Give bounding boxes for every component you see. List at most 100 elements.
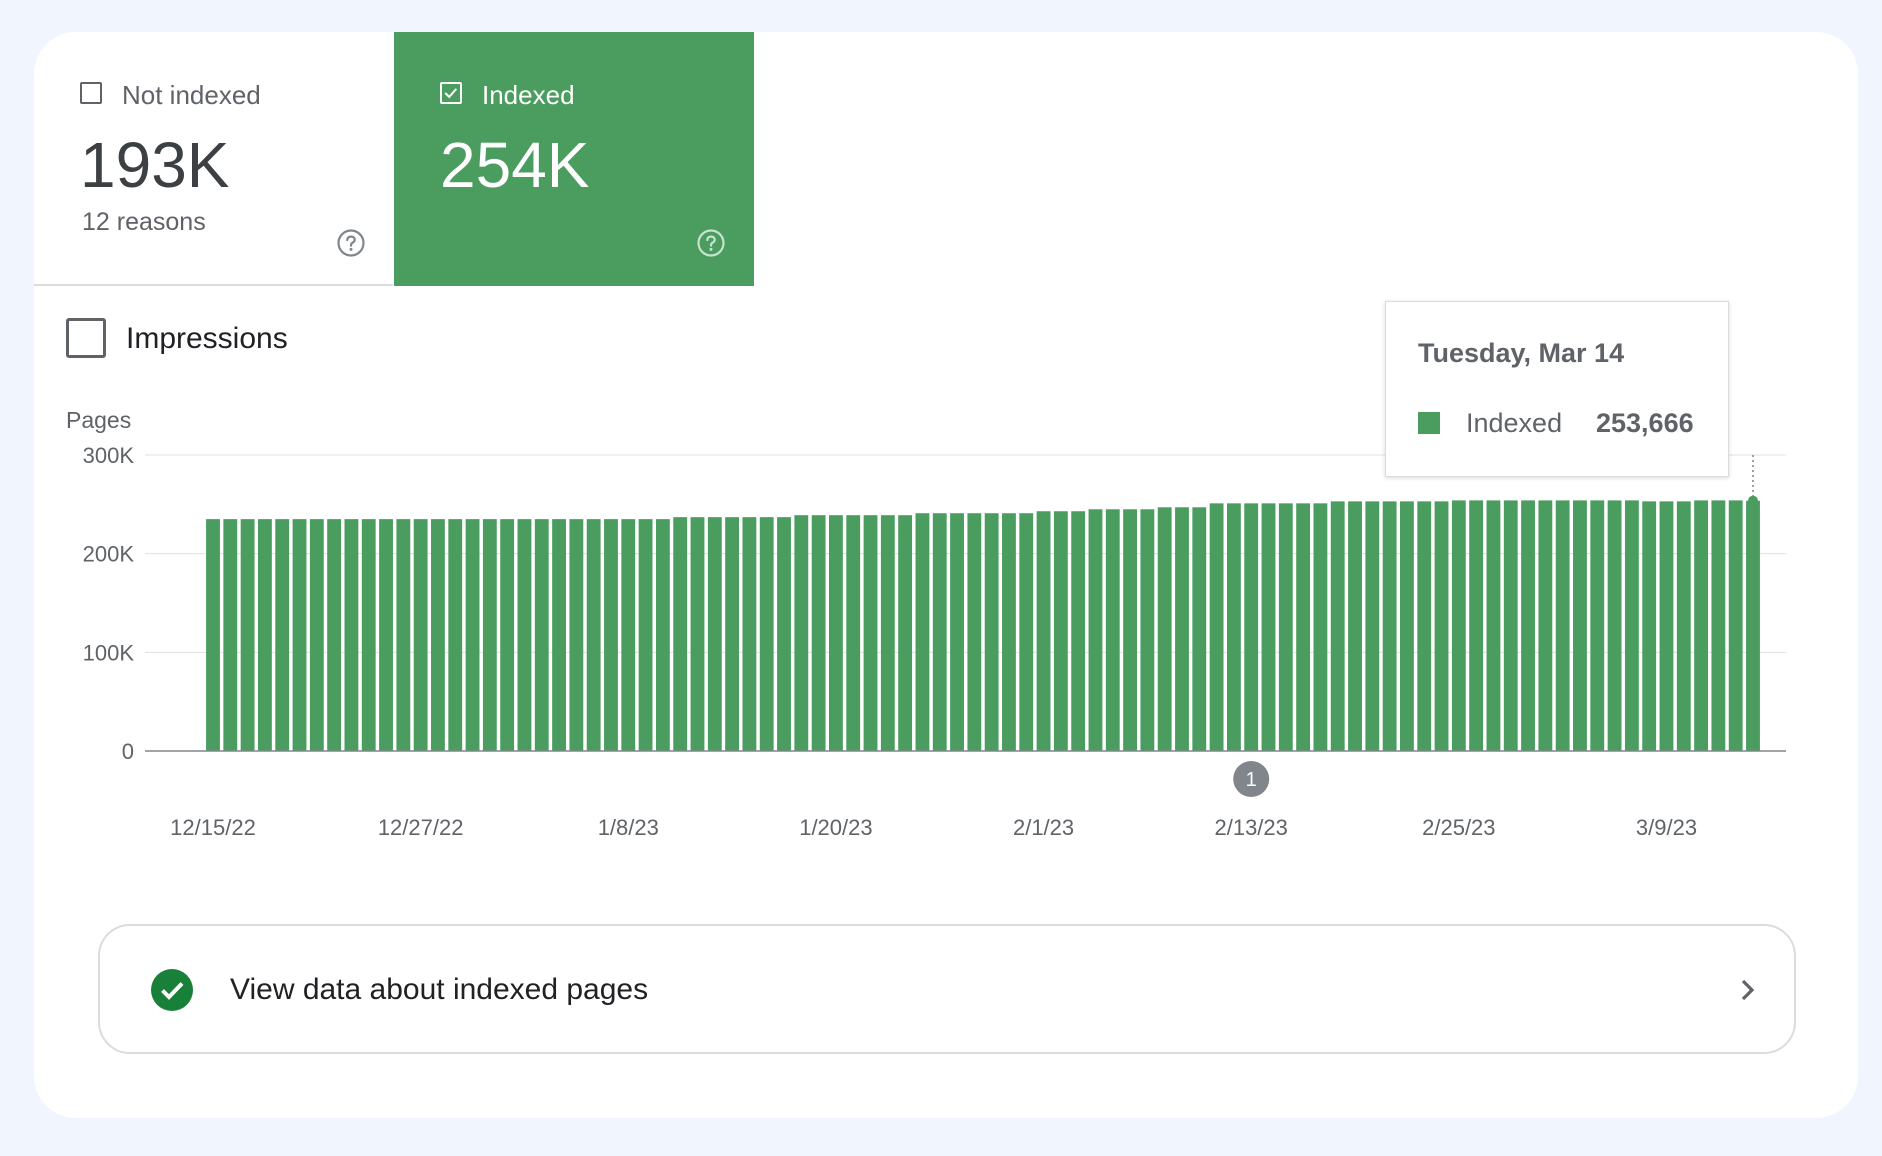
bar [1382,501,1397,751]
x-tick-label: 2/13/23 [1214,815,1287,840]
bar [707,517,722,751]
bar [1209,503,1224,751]
bar [1607,500,1622,751]
bar [1278,503,1293,751]
not-indexed-label: Not indexed [122,80,261,110]
bar [1400,501,1414,751]
x-tick-label: 12/15/22 [170,815,256,840]
bar [1694,500,1709,751]
bar [777,517,791,751]
bar [465,519,480,751]
bar [621,519,636,751]
chart-tooltip: Tuesday, Mar 14 Indexed 253,666 [1385,301,1729,477]
tab-not-indexed[interactable]: Not indexed 193K 12 reasons [34,32,393,286]
bar [1434,501,1449,751]
bar [344,519,359,751]
bar [1365,501,1380,751]
bar [1469,500,1484,751]
bar [1313,503,1328,751]
bar [1330,501,1345,751]
y-tick-label: 300K [83,443,135,468]
y-axis-label: Pages [66,407,131,433]
indexed-checkbox[interactable] [440,82,462,104]
bar [257,519,272,751]
x-tick-label: 3/9/23 [1636,815,1697,840]
bar [1002,513,1016,751]
y-tick-label: 100K [83,640,135,665]
bar [1573,500,1587,751]
bar [431,519,445,751]
help-icon[interactable] [336,228,366,258]
bar [829,515,843,751]
tab-indexed[interactable]: Indexed 254K [394,32,754,286]
bar [223,519,238,751]
bar [1036,511,1051,751]
bar [604,519,618,751]
bar [1538,500,1553,751]
bar [1071,511,1086,751]
x-tick-label: 12/27/22 [378,815,464,840]
bar [950,513,964,751]
bar [742,517,757,751]
check-icon [444,88,458,99]
bar [1451,500,1466,751]
y-tick-label: 0 [122,739,134,764]
not-indexed-reasons: 12 reasons [82,208,206,236]
bar [1642,501,1657,751]
bar [984,513,999,751]
tooltip-series: Indexed [1466,408,1563,438]
bar [638,519,653,751]
bar [1140,509,1155,751]
bar [379,519,393,751]
bar [1105,509,1120,751]
impressions-label: Impressions [126,322,288,355]
help-icon[interactable] [696,228,726,258]
indexed-label: Indexed [482,80,575,110]
bar [1019,513,1034,751]
check-circle-icon [151,969,193,1011]
bar [1503,500,1518,751]
bar [534,519,549,751]
bar [1192,507,1207,751]
bar [1261,503,1276,751]
bar [1590,500,1605,751]
view-indexed-data-link[interactable]: View data about indexed pages [98,924,1796,1054]
x-tick-label: 2/1/23 [1013,815,1074,840]
bar [448,519,463,751]
bar [673,517,688,751]
bar [932,513,947,751]
bar [413,519,428,751]
bar [396,519,411,751]
x-tick-label: 1/20/23 [799,815,872,840]
x-tick-label: 1/8/23 [598,815,659,840]
chevron-right-icon [1741,979,1755,1001]
bar [586,519,601,751]
bar [1226,503,1241,751]
bar [863,515,878,751]
bar [1088,509,1103,751]
indexed-pages-chart: Pages 0 100K 200K 300K 12/15/22 12/27/22 1/8/23… [66,407,1786,840]
bar [206,519,220,751]
bar [1348,501,1362,751]
bar [361,519,376,751]
not-indexed-checkbox[interactable] [80,82,102,104]
x-tick-label: 2/25/23 [1422,815,1495,840]
hover-point [1748,495,1758,506]
y-tick-label: 200K [83,542,135,567]
bar [1746,500,1760,751]
bar [655,519,670,751]
bar [1486,500,1501,751]
bar [1244,503,1259,751]
bar [1296,503,1311,751]
impressions-checkbox[interactable] [66,318,106,358]
bar [552,519,566,751]
bar [1555,500,1570,751]
bar [275,519,290,751]
bar [1123,509,1137,751]
bar [292,519,307,751]
bar [1053,511,1068,751]
bar [500,519,515,751]
bar [1157,507,1172,751]
bar [690,517,705,751]
bar [517,519,532,751]
